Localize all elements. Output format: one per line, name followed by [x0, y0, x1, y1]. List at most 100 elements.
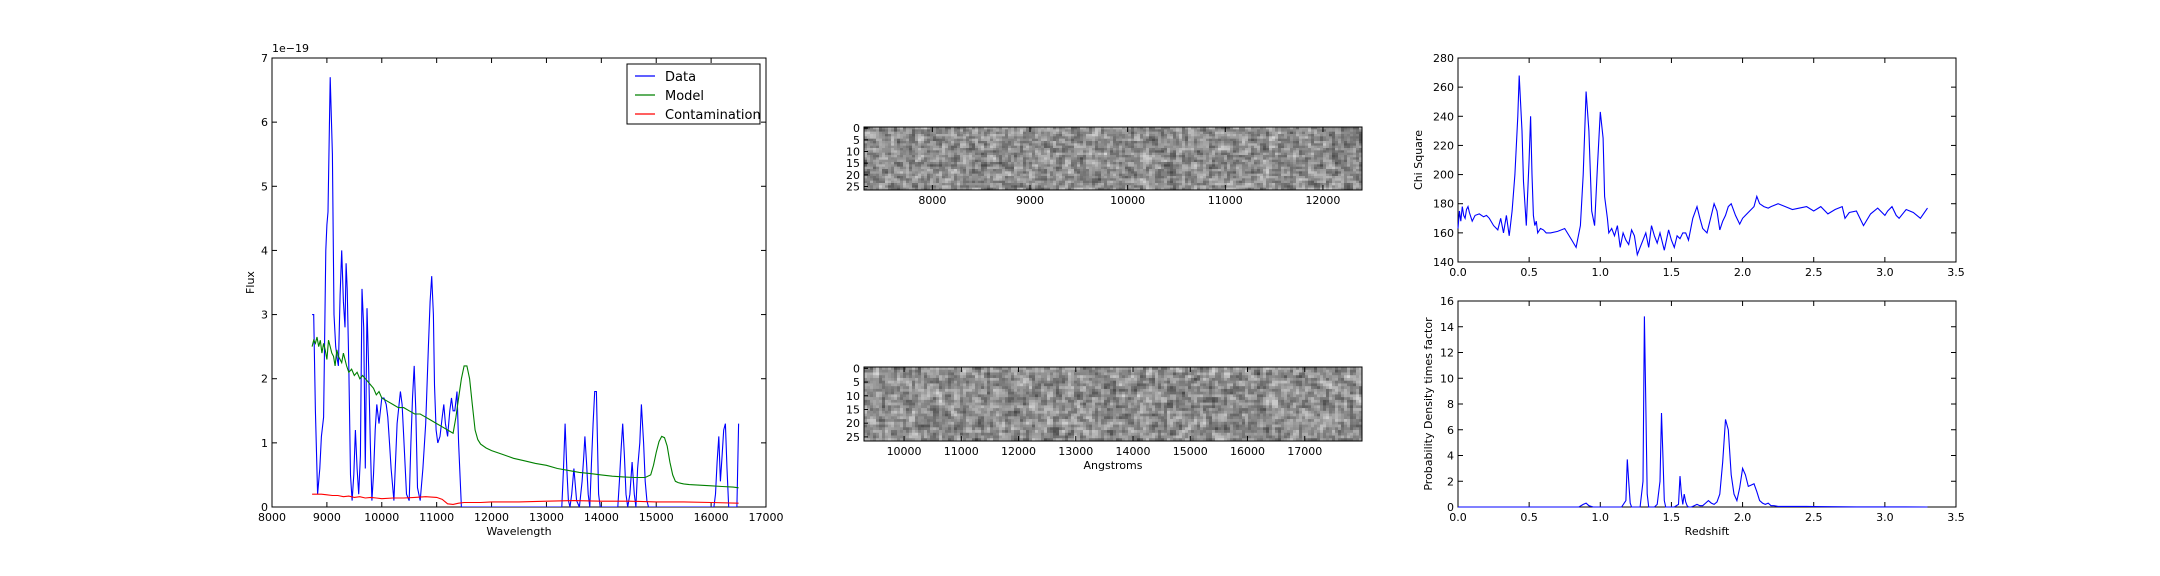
- spectrum2d-top-pixel: [1230, 162, 1234, 165]
- spectrum2d-top-pixel: [1281, 152, 1285, 156]
- spectrum2d-top-pixel: [867, 127, 871, 130]
- spectrum2d-top-pixel: [1158, 150, 1162, 153]
- spectrum2d-top-ytick-label: 10: [846, 146, 860, 159]
- spectrum2d-top-pixel: [1143, 155, 1147, 158]
- spectrum2d-top-pixel: [1230, 187, 1234, 191]
- spectrum2d-bottom-pixel: [1320, 369, 1324, 373]
- spectrum2d-top-pixel: [885, 155, 889, 158]
- spectrum2d-bottom-pixel: [1128, 369, 1132, 373]
- spectrum2d-top-pixel: [1353, 141, 1357, 144]
- spectrum2d-top-pixel: [927, 159, 931, 163]
- spectrum2d-top-pixel: [1131, 187, 1135, 191]
- spectrum2d-top-pixel: [1317, 164, 1321, 167]
- spectrum2d-top-pixel: [1125, 164, 1129, 167]
- spectrum2d-top-pixel: [1143, 169, 1147, 172]
- spectrum2d-top-pixel: [1317, 131, 1321, 135]
- spectrum2d-bottom-pixel: [1341, 369, 1345, 373]
- spectrum2d-bottom-pixel: [1206, 369, 1210, 373]
- spectrum2d-top-pixel: [1188, 171, 1192, 174]
- spectrum2d-top-pixel: [1242, 159, 1246, 163]
- spectrum2d-top-pixel: [1107, 187, 1111, 191]
- spectrum2d-top-pixel: [1161, 183, 1165, 186]
- spectrum2d-top-pixel: [1281, 178, 1285, 181]
- spectrum2d-top-pixel: [1257, 171, 1261, 174]
- spectrum2d-top-pixel: [1287, 152, 1291, 156]
- spectrum2d-top-pixel: [876, 166, 880, 170]
- spectrum2d-top-pixel: [1140, 138, 1144, 142]
- spectrum2d-top-pixel: [888, 127, 892, 130]
- spectrum2d-bottom-pixel: [1275, 367, 1279, 371]
- spectrum2d-top-pixel: [966, 136, 970, 139]
- spectrum2d-top-pixel: [993, 169, 997, 172]
- spectrum2d-top-pixel: [966, 129, 970, 132]
- spectrum2d-top-pixel: [918, 185, 922, 188]
- spectrum2d-top-pixel: [1215, 164, 1219, 167]
- spectrum2d-top-pixel: [1185, 187, 1189, 191]
- spectrum2d-top-pixel: [1359, 131, 1363, 135]
- spectrum2d-top-pixel: [876, 131, 880, 135]
- spectrum2d-top-pixel: [1053, 185, 1057, 188]
- spectrum2d-top-pixel: [1002, 169, 1006, 172]
- spectrum2d-top-pixel: [1071, 178, 1075, 181]
- spectrum2d-top-pixel: [1218, 169, 1222, 172]
- spectrum2d-top-pixel: [1170, 155, 1174, 158]
- spectrum2d-top-pixel: [942, 134, 946, 137]
- spectrum2d-top-pixel: [1080, 185, 1084, 188]
- spectrum2d-top-pixel: [972, 143, 976, 146]
- spectrum2d-top-pixel: [1035, 171, 1039, 174]
- spectrum2d-top-pixel: [1272, 185, 1276, 188]
- spectrum2d-top-pixel: [975, 164, 979, 167]
- spectrum2d-top-pixel: [1311, 171, 1315, 174]
- spectrum2d-top-pixel: [951, 150, 955, 153]
- spectrum2d-top-pixel: [1137, 150, 1141, 153]
- spectrum2d-top-pixel: [1149, 152, 1153, 156]
- spectrum2d-top-pixel: [1209, 176, 1213, 179]
- spectrum2d-top-pixel: [1005, 157, 1009, 160]
- spectrum2d-top-pixel: [1074, 129, 1078, 132]
- spectrum2d-top-pixel: [1299, 164, 1303, 167]
- spectrum2d-top-pixel: [1275, 166, 1279, 170]
- spectrum2d-top-pixel: [897, 159, 901, 163]
- spectrum2d-top-pixel: [1266, 183, 1270, 186]
- spectrum2d-bottom-pixel: [972, 372, 976, 376]
- spectrum2d-top-pixel: [1146, 178, 1150, 181]
- spectrum2d-top-pixel: [891, 173, 895, 177]
- spectrum2d-top-pixel: [1026, 173, 1030, 177]
- spectrum2d-top-pixel: [1344, 138, 1348, 142]
- spectrum2d-top-pixel: [969, 157, 973, 160]
- spectrum2d-top-pixel: [1320, 180, 1324, 184]
- spectrum2d-top-pixel: [1059, 169, 1063, 172]
- spectrum2d-bottom-pixel: [975, 372, 979, 376]
- spectrum2d-top-pixel: [966, 178, 970, 181]
- spectrum2d-top-pixel: [1245, 183, 1249, 186]
- spectrum2d-top-pixel: [1026, 183, 1030, 186]
- spectrum2d-top-pixel: [1266, 166, 1270, 170]
- spectrum2d-top-pixel: [1155, 166, 1159, 170]
- spectrum2d-top-pixel: [1095, 185, 1099, 188]
- spectrum2d-top-pixel: [966, 173, 970, 177]
- spectrum2d-top-pixel: [1053, 180, 1057, 184]
- spectrum2d-top-pixel: [1107, 141, 1111, 144]
- spectrum2d-top-pixel: [1056, 187, 1060, 191]
- spectrum2d-top-pixel: [1035, 173, 1039, 177]
- spectrum2d-top-pixel: [1221, 136, 1225, 139]
- spectrum2d-top-pixel: [1245, 141, 1249, 144]
- spectrum2d-top-pixel: [1338, 183, 1342, 186]
- spectrum2d-top-pixel: [1254, 127, 1258, 130]
- spectrum2d-top-pixel: [1254, 138, 1258, 142]
- spectrum2d-top-pixel: [1314, 176, 1318, 179]
- spectrum2d-top-pixel: [891, 180, 895, 184]
- spectrum2d-top-pixel: [963, 169, 967, 172]
- spectrum2d-top-pixel: [1359, 171, 1363, 174]
- spectrum2d-top-pixel: [1017, 180, 1021, 184]
- spectrum2d-top-pixel: [1170, 150, 1174, 153]
- spectrum2d-top-pixel: [1317, 145, 1321, 149]
- spectrum2d-top-pixel: [1308, 171, 1312, 174]
- spectrum2d-top-pixel: [1290, 166, 1294, 170]
- spectrum2d-top-pixel: [1239, 187, 1243, 191]
- spectrum2d-top-pixel: [942, 169, 946, 172]
- spectrum2d-top-pixel: [1122, 134, 1126, 137]
- spectrum2d-top-pixel: [915, 162, 919, 165]
- spectrum2d-top-pixel: [1320, 155, 1324, 158]
- spectrum2d-top-pixel: [1296, 178, 1300, 181]
